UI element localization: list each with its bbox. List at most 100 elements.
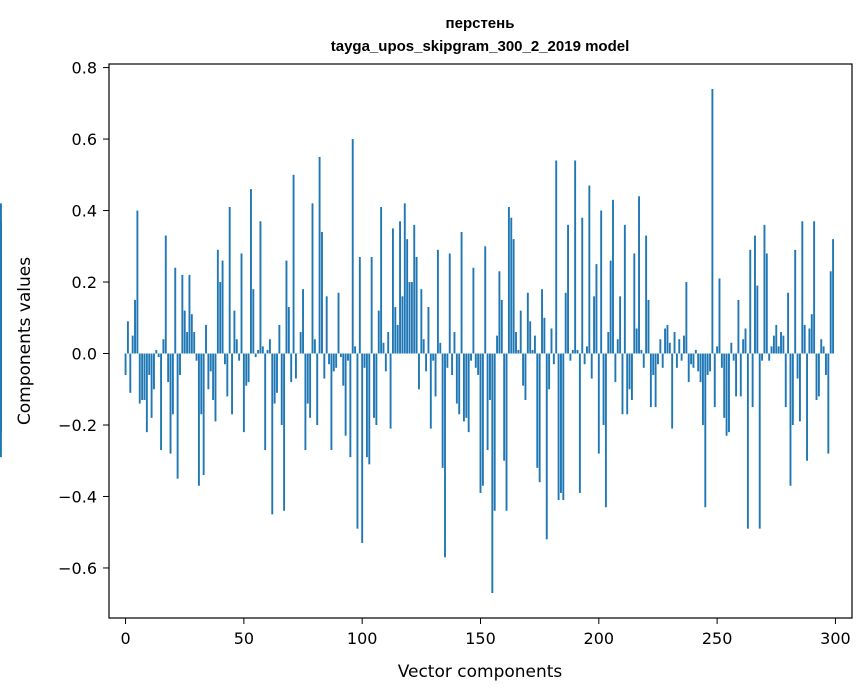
bar (640, 349, 643, 354)
bar (477, 353, 480, 375)
y-tick-label: −0.4 (58, 487, 97, 506)
bar (602, 353, 605, 425)
bar (365, 353, 368, 458)
x-tick-label: 150 (465, 629, 496, 648)
bar (226, 353, 229, 397)
bar (699, 353, 702, 383)
bar (737, 299, 740, 354)
bar (323, 353, 326, 379)
bar (448, 253, 451, 354)
bar (377, 310, 380, 354)
bar (472, 267, 475, 354)
bar (529, 321, 532, 354)
bar (143, 353, 146, 400)
bar (749, 249, 752, 354)
y-axis-ticks: −0.6 −0.4 −0.2 0.0 0.2 0.4 0.6 0.8 (58, 59, 109, 578)
bar (224, 353, 226, 365)
bar (489, 353, 491, 400)
bar (186, 332, 189, 354)
bar (195, 353, 198, 361)
bar (325, 296, 328, 354)
bar (394, 307, 397, 354)
bar (803, 324, 806, 354)
bar (543, 317, 546, 354)
bar (347, 353, 349, 361)
bar (739, 353, 742, 397)
bar (564, 292, 567, 354)
bar (306, 353, 309, 404)
bar (179, 353, 181, 375)
bar (124, 353, 127, 375)
bar (434, 353, 437, 397)
bar (718, 278, 721, 354)
bar (604, 353, 607, 508)
bar (432, 353, 435, 361)
bar (462, 353, 465, 422)
bar (574, 160, 577, 354)
bar (744, 328, 747, 354)
bar (642, 353, 645, 368)
bar (396, 324, 399, 354)
bar (533, 335, 536, 354)
y-tick-label: 0.4 (72, 202, 97, 221)
bar (576, 349, 579, 354)
x-axis-label: Vector components (398, 662, 563, 682)
bar (728, 353, 730, 433)
bar (299, 332, 302, 354)
bar (801, 221, 804, 354)
bar (709, 353, 711, 372)
chart-subtitle: tayga_upos_skipgram_300_2_2019 model (331, 38, 630, 55)
bar (174, 267, 177, 354)
bar (524, 353, 527, 400)
bar (581, 217, 584, 354)
bar (351, 139, 354, 354)
bar (481, 353, 484, 486)
bar (782, 335, 785, 354)
bar (680, 353, 683, 361)
bar (209, 353, 212, 372)
bar (193, 332, 196, 354)
bar (541, 289, 543, 354)
bar (214, 353, 217, 422)
bar (671, 353, 674, 429)
y-tick-label: 0.8 (72, 59, 97, 78)
bar (479, 353, 482, 493)
bar (228, 206, 231, 354)
bar (612, 199, 614, 354)
bar (453, 332, 456, 354)
bar (219, 282, 222, 354)
bar (380, 206, 383, 354)
bar (406, 239, 409, 354)
bar (623, 224, 626, 354)
bar (751, 353, 754, 408)
bar (157, 353, 160, 358)
bar (403, 203, 406, 354)
bar (451, 353, 454, 375)
bar (261, 346, 264, 354)
bar (536, 353, 539, 468)
bar (510, 217, 513, 354)
bar (775, 324, 778, 354)
bar (548, 353, 551, 390)
bar (633, 253, 636, 354)
bar (545, 353, 548, 540)
bar (583, 353, 586, 365)
y-axis-label: Components values (15, 257, 35, 425)
bar (268, 339, 271, 354)
bar (384, 353, 387, 372)
bar (690, 353, 693, 365)
bar (280, 353, 283, 425)
bar (444, 353, 446, 558)
bar (668, 342, 671, 354)
plot-frame (108, 63, 853, 619)
bar (304, 353, 307, 451)
bar (238, 353, 241, 361)
bar (231, 353, 233, 415)
bar (538, 353, 541, 483)
bar (735, 353, 737, 397)
bar (692, 353, 695, 368)
bar (673, 332, 676, 354)
bar (578, 353, 581, 493)
bar (616, 339, 619, 354)
